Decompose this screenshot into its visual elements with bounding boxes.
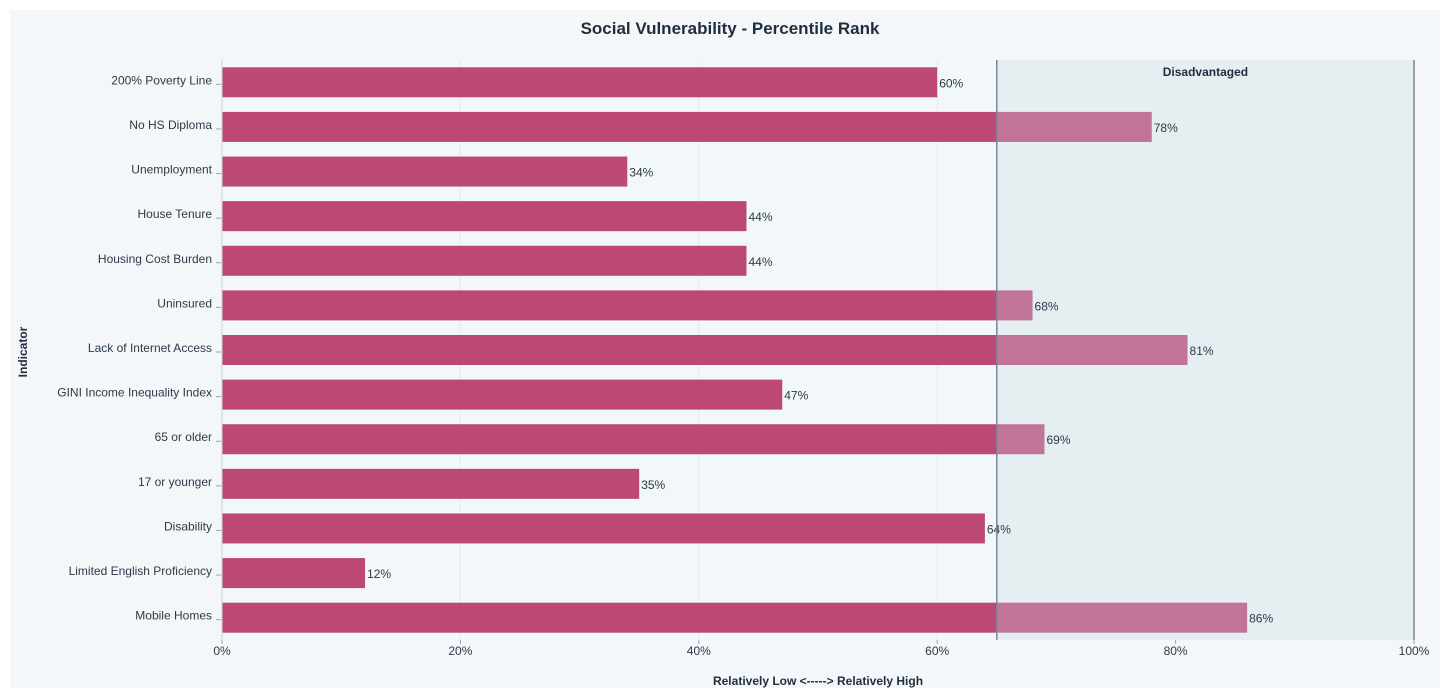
x-tick-label-0: 0% bbox=[213, 644, 231, 658]
x-tick-label-3: 60% bbox=[925, 644, 949, 658]
category-label-7: GINI Income Inequality Index bbox=[57, 386, 212, 400]
bar-label-7: 47% bbox=[784, 389, 808, 403]
bar-label-2: 34% bbox=[629, 166, 653, 180]
category-label-6: Lack of Internet Access bbox=[88, 341, 212, 355]
x-tick-label-5: 100% bbox=[1399, 644, 1430, 658]
bar-6-below-threshold bbox=[222, 335, 997, 365]
bar-5-above-threshold bbox=[996, 290, 1033, 321]
bar-4 bbox=[222, 245, 747, 276]
bar-8-below-threshold bbox=[222, 424, 997, 455]
y-axis-label: Indicator bbox=[16, 326, 30, 377]
bar-11 bbox=[222, 558, 366, 589]
bar-label-12: 86% bbox=[1249, 612, 1273, 626]
bar-3 bbox=[222, 201, 747, 232]
bar-10 bbox=[222, 513, 985, 544]
bar-label-0: 60% bbox=[939, 76, 963, 90]
x-tick-label-4: 80% bbox=[1164, 644, 1188, 658]
bar-label-5: 68% bbox=[1035, 299, 1059, 313]
region-label: Disadvantaged bbox=[1163, 65, 1248, 79]
bar-12-below-threshold bbox=[222, 602, 997, 633]
category-label-1: No HS Diploma bbox=[129, 118, 212, 132]
category-label-8: 65 or older bbox=[155, 430, 212, 444]
bar-0 bbox=[222, 67, 938, 98]
bar-label-9: 35% bbox=[641, 478, 665, 492]
chart-title: Social Vulnerability - Percentile Rank bbox=[581, 19, 880, 38]
bar-label-3: 44% bbox=[748, 210, 772, 224]
x-tick-label-1: 20% bbox=[448, 644, 472, 658]
category-label-12: Mobile Homes bbox=[135, 609, 212, 623]
bar-6-above-threshold bbox=[996, 335, 1188, 365]
category-label-10: Disability bbox=[164, 519, 212, 533]
bar-1-above-threshold bbox=[996, 111, 1152, 142]
bar-1-below-threshold bbox=[222, 111, 997, 142]
bar-label-6: 81% bbox=[1190, 344, 1214, 358]
plot-area: 60% 200% Poverty Line 78% No HS Diploma 34% U… bbox=[57, 60, 1430, 658]
category-label-2: Unemployment bbox=[131, 163, 212, 177]
x-axis-label: Relatively Low <-----> Relatively High bbox=[713, 674, 923, 688]
bar-label-11: 12% bbox=[367, 567, 391, 581]
category-label-11: Limited English Proficiency bbox=[69, 564, 212, 578]
bar-7 bbox=[222, 379, 783, 410]
bar-2 bbox=[222, 156, 628, 187]
bar-label-1: 78% bbox=[1154, 121, 1178, 135]
bar-label-4: 44% bbox=[748, 255, 772, 269]
bar-5-below-threshold bbox=[222, 290, 997, 321]
category-label-0: 200% Poverty Line bbox=[111, 73, 212, 87]
bar-12-above-threshold bbox=[996, 602, 1248, 633]
category-label-3: House Tenure bbox=[138, 207, 213, 221]
bar-8-above-threshold bbox=[996, 424, 1045, 455]
bar-9 bbox=[222, 468, 640, 499]
category-label-4: Housing Cost Burden bbox=[98, 252, 212, 266]
category-label-5: Uninsured bbox=[157, 296, 212, 310]
category-label-9: 17 or younger bbox=[138, 475, 212, 489]
bar-label-10: 64% bbox=[987, 522, 1011, 536]
bar-label-8: 69% bbox=[1046, 433, 1070, 447]
x-tick-label-2: 40% bbox=[687, 644, 711, 658]
